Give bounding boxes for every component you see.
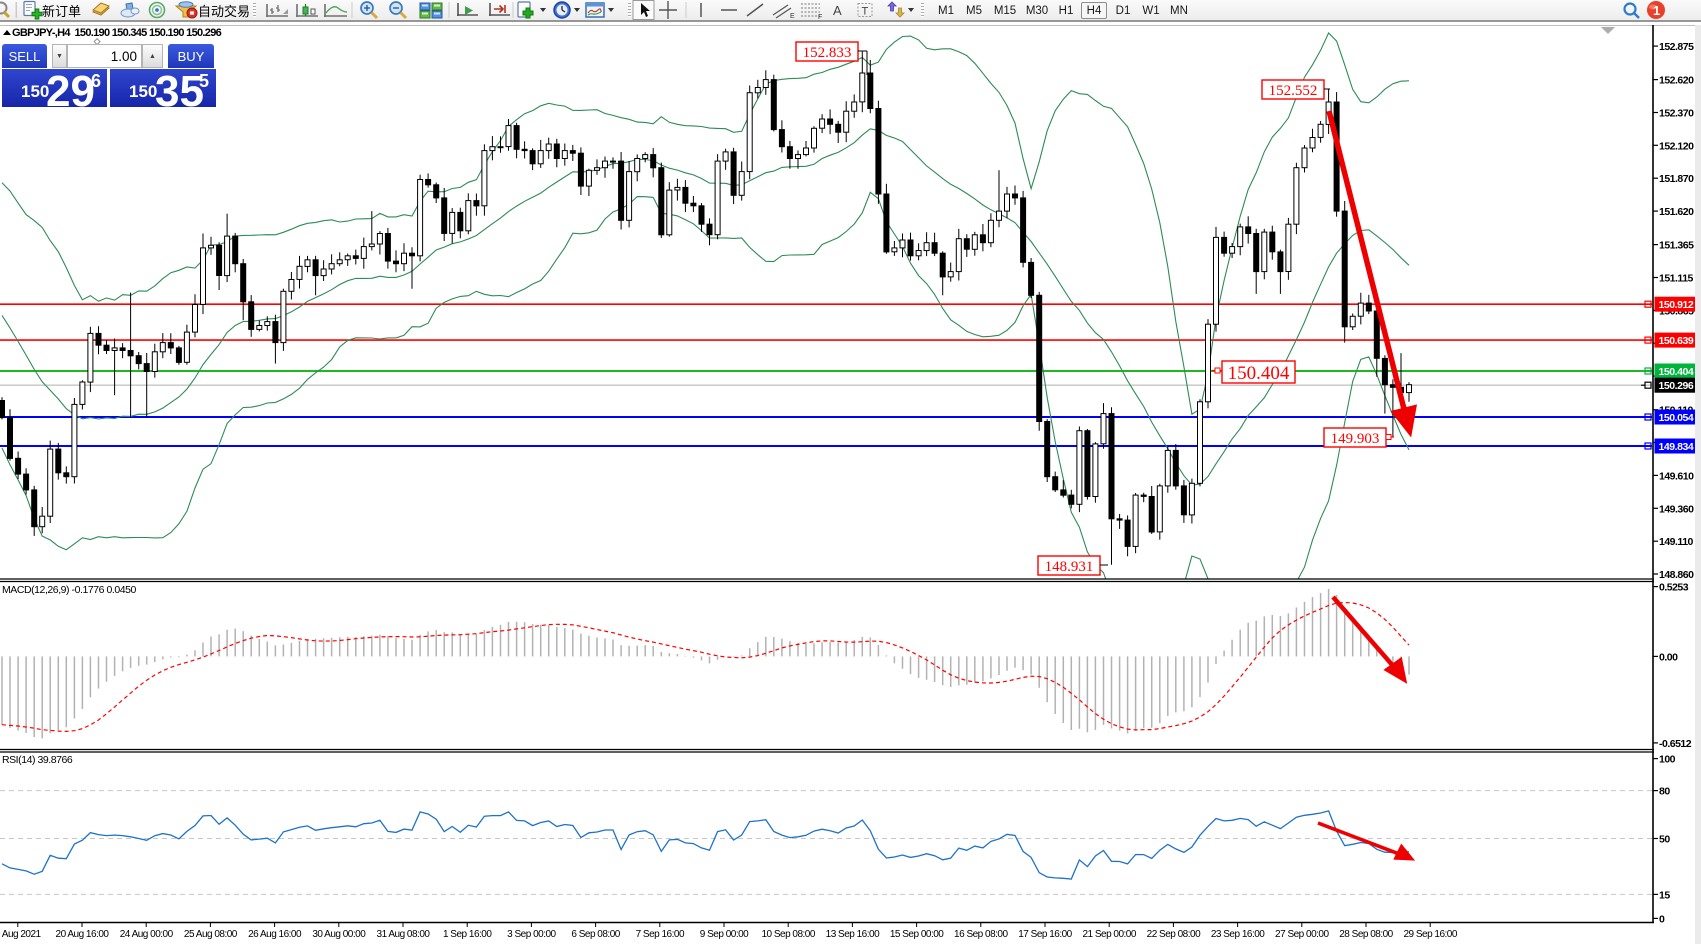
svg-text:9 Aug 2021: 9 Aug 2021 bbox=[0, 929, 42, 940]
svg-text:15 Sep 00:00: 15 Sep 00:00 bbox=[890, 929, 944, 940]
svg-text:0.5253: 0.5253 bbox=[1659, 582, 1689, 594]
svg-text:A: A bbox=[833, 3, 842, 18]
svg-text:151.620: 151.620 bbox=[1659, 206, 1694, 218]
svg-text:-0.6512: -0.6512 bbox=[1659, 738, 1692, 750]
svg-text:149.834: 149.834 bbox=[1659, 441, 1694, 453]
svg-text:152.620: 152.620 bbox=[1659, 75, 1694, 87]
svg-text:152.120: 152.120 bbox=[1659, 140, 1694, 152]
svg-text:9 Sep 00:00: 9 Sep 00:00 bbox=[700, 929, 749, 940]
svg-text:E: E bbox=[790, 13, 795, 20]
svg-text:150.639: 150.639 bbox=[1659, 335, 1694, 347]
svg-text:31 Aug 08:00: 31 Aug 08:00 bbox=[377, 929, 431, 940]
svg-text:152.833: 152.833 bbox=[803, 45, 852, 61]
svg-text:151.365: 151.365 bbox=[1659, 240, 1694, 252]
svg-text:152.552: 152.552 bbox=[1269, 83, 1318, 99]
svg-text:6 Sep 08:00: 6 Sep 08:00 bbox=[571, 929, 620, 940]
svg-text:149.110: 149.110 bbox=[1659, 536, 1694, 548]
svg-text:152.370: 152.370 bbox=[1659, 108, 1694, 120]
svg-text:148.860: 148.860 bbox=[1659, 569, 1694, 581]
svg-text:27 Sep 00:00: 27 Sep 00:00 bbox=[1275, 929, 1329, 940]
svg-text:7 Sep 16:00: 7 Sep 16:00 bbox=[636, 929, 685, 940]
svg-text:F: F bbox=[818, 14, 822, 20]
svg-text:149.360: 149.360 bbox=[1659, 503, 1694, 515]
svg-text:20 Aug 16:00: 20 Aug 16:00 bbox=[56, 929, 110, 940]
svg-text:50: 50 bbox=[1659, 834, 1670, 846]
svg-text:17 Sep 16:00: 17 Sep 16:00 bbox=[1018, 929, 1072, 940]
svg-text:24 Aug 00:00: 24 Aug 00:00 bbox=[120, 929, 174, 940]
svg-text:26 Aug 16:00: 26 Aug 16:00 bbox=[248, 929, 302, 940]
svg-text:150.296: 150.296 bbox=[1659, 380, 1694, 392]
svg-text:148.931: 148.931 bbox=[1045, 559, 1094, 575]
svg-text:28 Sep 08:00: 28 Sep 08:00 bbox=[1339, 929, 1393, 940]
svg-text:25 Aug 08:00: 25 Aug 08:00 bbox=[184, 929, 238, 940]
svg-text:MACD(12,26,9) -0.1776 0.0450: MACD(12,26,9) -0.1776 0.0450 bbox=[2, 584, 137, 596]
svg-text:23 Sep 16:00: 23 Sep 16:00 bbox=[1211, 929, 1265, 940]
svg-text:1 Sep 16:00: 1 Sep 16:00 bbox=[443, 929, 492, 940]
svg-text:13 Sep 16:00: 13 Sep 16:00 bbox=[826, 929, 880, 940]
svg-text:3 Sep 00:00: 3 Sep 00:00 bbox=[507, 929, 556, 940]
svg-text:151.115: 151.115 bbox=[1659, 273, 1694, 285]
svg-text:149.903: 149.903 bbox=[1331, 431, 1380, 447]
svg-text:0: 0 bbox=[1659, 913, 1665, 925]
svg-text:29 Sep 16:00: 29 Sep 16:00 bbox=[1403, 929, 1457, 940]
svg-text:100: 100 bbox=[1659, 754, 1676, 766]
svg-text:GBPJPY-,H4 150.190 150.345 15: GBPJPY-,H4 150.190 150.345 150.190 150.2… bbox=[12, 27, 222, 39]
svg-text:10 Sep 08:00: 10 Sep 08:00 bbox=[761, 929, 815, 940]
svg-text:150.912: 150.912 bbox=[1659, 299, 1694, 311]
svg-text:T: T bbox=[862, 6, 869, 18]
svg-text:RSI(14) 39.8766: RSI(14) 39.8766 bbox=[2, 754, 73, 766]
svg-text:151.870: 151.870 bbox=[1659, 173, 1694, 185]
svg-text:152.875: 152.875 bbox=[1659, 41, 1694, 53]
svg-text:150.054: 150.054 bbox=[1659, 412, 1694, 424]
svg-text:1: 1 bbox=[1653, 3, 1660, 18]
svg-text:150.404: 150.404 bbox=[1659, 366, 1694, 378]
svg-text:21 Sep 00:00: 21 Sep 00:00 bbox=[1082, 929, 1136, 940]
svg-text:30 Aug 00:00: 30 Aug 00:00 bbox=[312, 929, 366, 940]
svg-text:80: 80 bbox=[1659, 786, 1670, 798]
svg-text:22 Sep 08:00: 22 Sep 08:00 bbox=[1147, 929, 1201, 940]
svg-text:149.610: 149.610 bbox=[1659, 470, 1694, 482]
svg-text:16 Sep 08:00: 16 Sep 08:00 bbox=[954, 929, 1008, 940]
svg-text:15: 15 bbox=[1659, 889, 1670, 901]
svg-text:0.00: 0.00 bbox=[1659, 651, 1678, 663]
svg-text:150.404: 150.404 bbox=[1228, 363, 1290, 384]
